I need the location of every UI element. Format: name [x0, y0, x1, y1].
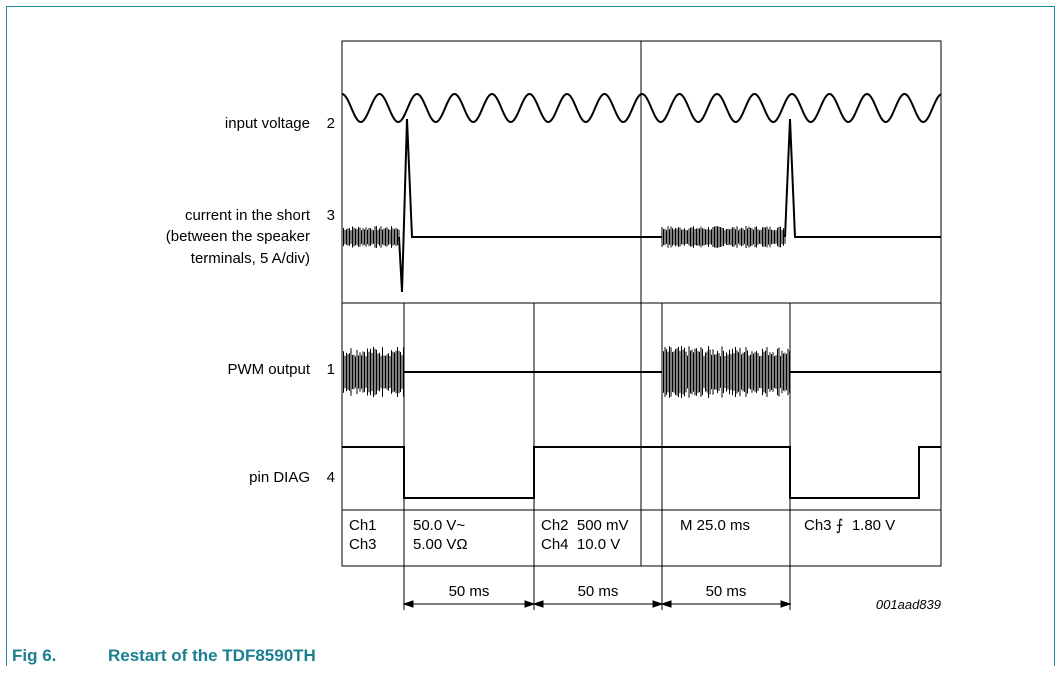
- settings-col1-line1: Ch1: [349, 517, 377, 534]
- pin-diag-trace: [342, 446, 941, 499]
- figure-caption: Fig 6. Restart of the TDF8590TH: [12, 646, 316, 666]
- timing-label-1: 50 ms: [449, 583, 490, 600]
- channel-label-pin-diag: pin DIAG: [249, 469, 310, 486]
- channel-number-pwm-output: 1: [327, 361, 335, 378]
- channel-number-current: 3: [327, 207, 335, 224]
- settings-col2-line2: 5.00 VΩ: [413, 536, 468, 553]
- settings-col4-line1: M 25.0 ms: [680, 517, 750, 534]
- figure-frame: [6, 6, 1055, 666]
- arrowhead-1b: [524, 600, 536, 608]
- caption-number: Fig 6.: [12, 646, 57, 665]
- caption-title: Restart of the TDF8590TH: [108, 646, 316, 665]
- settings-col1-line2: Ch3: [349, 536, 377, 553]
- current-noise-trace: [341, 226, 786, 248]
- settings-col2-line1: 50.0 V~: [413, 517, 465, 534]
- current-trace: [398, 118, 941, 293]
- channel-label-current-line2: (between the speaker: [166, 228, 310, 245]
- figure-id: 001aad839: [876, 597, 941, 612]
- input-voltage-trace: [341, 92, 942, 124]
- channel-number-input-voltage: 2: [327, 115, 335, 132]
- settings-col3-line1: Ch2 500 mV: [541, 517, 629, 534]
- arrowhead-3a: [660, 600, 672, 608]
- timing-label-2: 50 ms: [578, 583, 619, 600]
- timing-label-3: 50 ms: [706, 583, 747, 600]
- channel-number-pin-diag: 4: [327, 469, 335, 486]
- arrowhead-2a: [532, 600, 544, 608]
- arrowhead-2b: [652, 600, 664, 608]
- settings-col3-line2: Ch4 10.0 V: [541, 536, 620, 553]
- channel-label-pwm-output: PWM output: [227, 361, 310, 378]
- settings-col5-line1: Ch3 ⨍ 1.80 V: [804, 517, 895, 534]
- arrowhead-3b: [780, 600, 792, 608]
- channel-label-input-voltage: input voltage: [225, 115, 310, 132]
- channel-label-current-line3: terminals, 5 A/div): [191, 250, 310, 267]
- arrowhead-1a: [402, 600, 414, 608]
- channel-label-current-line1: current in the short: [185, 207, 311, 224]
